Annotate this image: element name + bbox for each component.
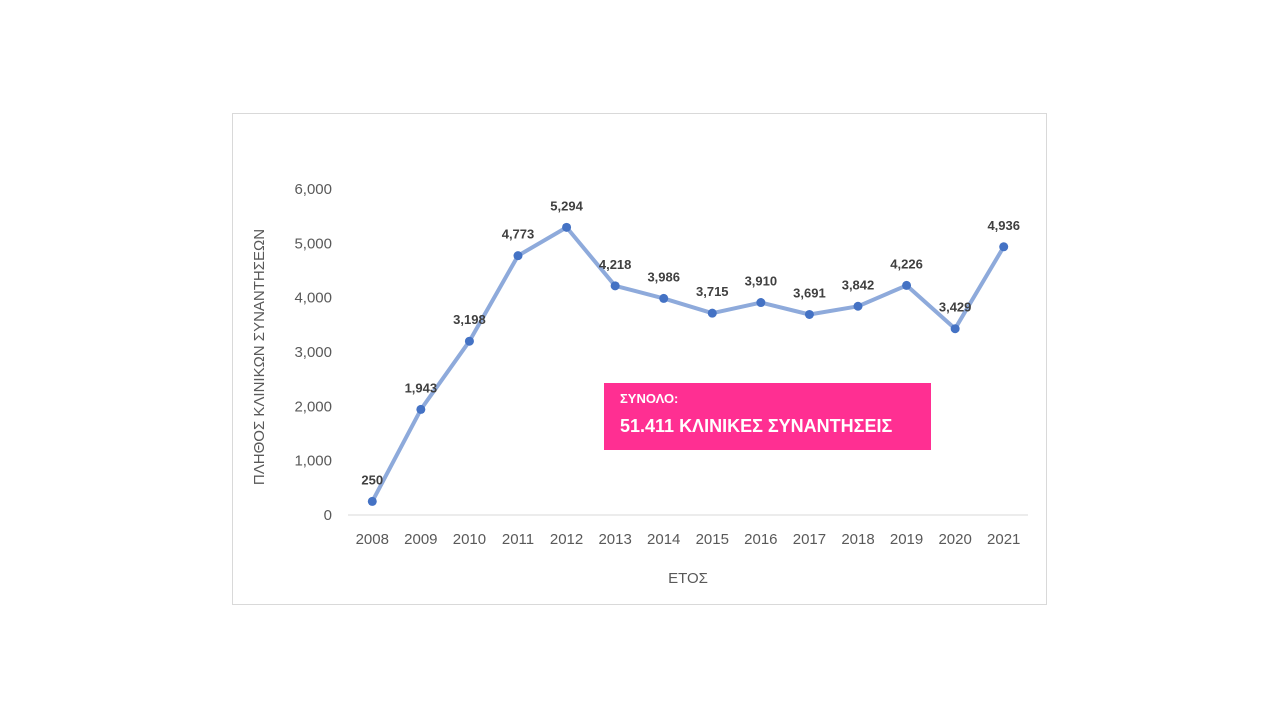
data-labels: 250 1,943 3,198 4,773 5,294 4,218 3,986 3,715 3,…	[361, 198, 1020, 487]
x-tick-label: 2011	[502, 531, 534, 548]
x-tick-label: 2013	[598, 531, 631, 548]
data-point	[562, 222, 572, 232]
x-tick-label: 2008	[356, 531, 389, 548]
data-label: 3,910	[745, 274, 778, 289]
data-label: 4,936	[987, 218, 1020, 233]
x-tick-label: 2018	[841, 531, 874, 548]
x-tick-label: 2015	[696, 531, 729, 548]
data-label: 5,294	[550, 198, 583, 213]
data-point	[659, 293, 669, 303]
data-point	[902, 280, 912, 290]
total-label: ΣΥΝΟΛΟ:	[620, 391, 679, 406]
data-point	[999, 242, 1009, 252]
x-tick-label: 2016	[744, 531, 777, 548]
data-points	[367, 222, 1009, 506]
data-label: 3,198	[453, 312, 486, 327]
x-tick-label: 2012	[550, 531, 583, 548]
x-axis-ticks: 2008 2009 2010 2011 2012 2013 2014 2015 2016 2017…	[356, 531, 1021, 548]
data-point	[610, 281, 620, 291]
data-label: 3,715	[696, 284, 729, 299]
x-axis-title: ΕΤΟΣ	[668, 570, 708, 587]
data-label: 1,943	[405, 380, 438, 395]
data-point	[707, 308, 717, 318]
y-axis-title: ΠΛΗΘΟΣ ΚΛΙΝΙΚΩΝ ΣΥΝΑΝΤΗΣΕΩΝ	[251, 229, 268, 485]
total-callout: ΣΥΝΟΛΟ: 51.411 ΚΛΙΝΙΚΕΣ ΣΥΝΑΝΤΗΣΕΙΣ	[604, 383, 931, 450]
data-label: 4,226	[890, 256, 923, 271]
x-tick-label: 2010	[453, 531, 486, 548]
series-line	[370, 225, 1006, 504]
total-value: 51.411 ΚΛΙΝΙΚΕΣ ΣΥΝΑΝΤΗΣΕΙΣ	[620, 416, 893, 436]
x-tick-label: 2020	[938, 531, 971, 548]
data-point	[853, 301, 863, 311]
data-point	[804, 309, 814, 319]
y-tick-label: 4,000	[294, 290, 332, 307]
y-tick-label: 2,000	[294, 398, 332, 415]
data-point	[756, 298, 766, 308]
chart-frame: 0 1,000 2,000 3,000 4,000 5,000 6,000 2008 2009…	[232, 113, 1047, 605]
data-label: 4,773	[502, 227, 535, 242]
data-label: 3,842	[842, 277, 875, 292]
data-point	[464, 336, 474, 346]
y-tick-label: 3,000	[294, 344, 332, 361]
data-point	[367, 496, 377, 506]
x-tick-label: 2019	[890, 531, 923, 548]
x-tick-label: 2021	[987, 531, 1020, 548]
line-chart: 0 1,000 2,000 3,000 4,000 5,000 6,000 2008 2009…	[251, 181, 1028, 587]
y-tick-label: 6,000	[294, 181, 332, 198]
data-label: 3,986	[647, 269, 680, 284]
data-label: 3,691	[793, 285, 826, 300]
x-tick-label: 2017	[793, 531, 826, 548]
data-point	[950, 324, 960, 334]
data-point	[513, 251, 523, 261]
data-label: 250	[361, 472, 383, 487]
y-axis-ticks: 0 1,000 2,000 3,000 4,000 5,000 6,000	[294, 181, 332, 524]
y-tick-label: 0	[324, 507, 332, 524]
y-tick-label: 1,000	[294, 453, 332, 470]
data-label: 4,218	[599, 257, 632, 272]
y-tick-label: 5,000	[294, 235, 332, 252]
x-tick-label: 2009	[404, 531, 437, 548]
data-label: 3,429	[939, 300, 972, 315]
x-tick-label: 2014	[647, 531, 680, 548]
data-point	[416, 404, 426, 414]
